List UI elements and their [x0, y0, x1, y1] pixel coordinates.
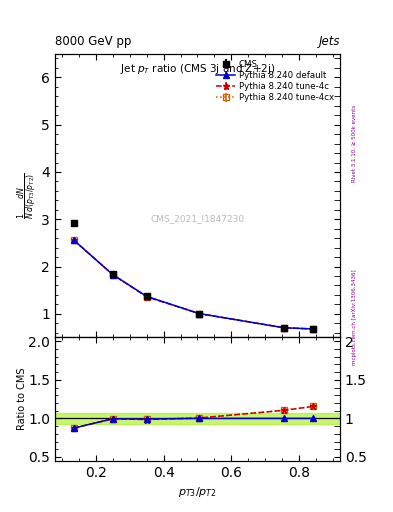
Text: Rivet 3.1.10, ≥ 500k events: Rivet 3.1.10, ≥ 500k events: [352, 105, 357, 182]
Y-axis label: Ratio to CMS: Ratio to CMS: [17, 368, 27, 431]
Text: Jets: Jets: [318, 35, 340, 48]
Text: CMS_2021_I1847230: CMS_2021_I1847230: [151, 214, 244, 223]
Bar: [55, 413, 340, 424]
Y-axis label: $\frac{1}{N}\frac{dN}{d(p_{T3}/p_{T2})}$: $\frac{1}{N}\frac{dN}{d(p_{T3}/p_{T2})}$: [16, 172, 40, 219]
Text: mcplots.cern.ch [arXiv:1306.3436]: mcplots.cern.ch [arXiv:1306.3436]: [352, 270, 357, 365]
Text: 8000 GeV pp: 8000 GeV pp: [55, 35, 131, 48]
Text: Jet $p_T$ ratio (CMS 3j and Z+2j): Jet $p_T$ ratio (CMS 3j and Z+2j): [120, 62, 275, 76]
X-axis label: $p_{T3}/p_{T2}$: $p_{T3}/p_{T2}$: [178, 485, 217, 499]
Legend: CMS, Pythia 8.240 default, Pythia 8.240 tune-4c, Pythia 8.240 tune-4cx: CMS, Pythia 8.240 default, Pythia 8.240 …: [215, 58, 336, 104]
